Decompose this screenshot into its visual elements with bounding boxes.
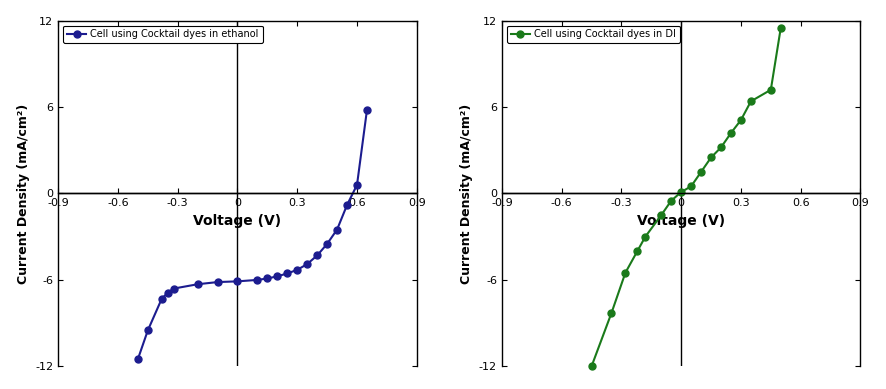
Cell using Cocktail dyes in DI bbox=[766, 88, 776, 92]
Cell using Cocktail dyes in DI bbox=[686, 184, 696, 189]
Cell using Cocktail dyes in ethanol bbox=[192, 282, 203, 287]
Legend: Cell using Cocktail dyes in DI: Cell using Cocktail dyes in DI bbox=[507, 26, 680, 43]
Cell using Cocktail dyes in DI bbox=[726, 131, 736, 135]
Y-axis label: Current Density (mA/cm²): Current Density (mA/cm²) bbox=[461, 103, 473, 284]
Cell using Cocktail dyes in DI bbox=[716, 145, 727, 150]
X-axis label: Voltage (V): Voltage (V) bbox=[637, 214, 726, 228]
Cell using Cocktail dyes in ethanol bbox=[331, 227, 342, 232]
Cell using Cocktail dyes in DI bbox=[775, 26, 786, 30]
Cell using Cocktail dyes in DI bbox=[706, 155, 717, 160]
Cell using Cocktail dyes in ethanol bbox=[322, 242, 332, 246]
Y-axis label: Current Density (mA/cm²): Current Density (mA/cm²) bbox=[17, 103, 29, 284]
Cell using Cocktail dyes in ethanol bbox=[168, 286, 179, 291]
Cell using Cocktail dyes in DI bbox=[632, 249, 642, 254]
Cell using Cocktail dyes in ethanol bbox=[302, 262, 313, 266]
Cell using Cocktail dyes in DI bbox=[746, 99, 757, 103]
Cell using Cocktail dyes in ethanol bbox=[232, 279, 243, 284]
Cell using Cocktail dyes in ethanol bbox=[272, 274, 283, 279]
Cell using Cocktail dyes in ethanol bbox=[312, 253, 323, 258]
Cell using Cocktail dyes in DI bbox=[620, 270, 631, 275]
Cell using Cocktail dyes in ethanol bbox=[162, 291, 173, 295]
Cell using Cocktail dyes in ethanol bbox=[143, 328, 153, 333]
Cell using Cocktail dyes in ethanol bbox=[133, 357, 144, 361]
Cell using Cocktail dyes in DI bbox=[676, 190, 687, 194]
Line: Cell using Cocktail dyes in ethanol: Cell using Cocktail dyes in ethanol bbox=[135, 107, 370, 363]
Cell using Cocktail dyes in DI bbox=[735, 118, 746, 123]
Cell using Cocktail dyes in ethanol bbox=[157, 296, 167, 301]
Legend: Cell using Cocktail dyes in ethanol: Cell using Cocktail dyes in ethanol bbox=[63, 26, 262, 43]
Cell using Cocktail dyes in DI bbox=[587, 364, 597, 369]
Cell using Cocktail dyes in ethanol bbox=[253, 278, 263, 282]
Cell using Cocktail dyes in ethanol bbox=[291, 268, 302, 272]
Cell using Cocktail dyes in DI bbox=[606, 311, 617, 315]
Cell using Cocktail dyes in ethanol bbox=[361, 108, 372, 112]
Cell using Cocktail dyes in DI bbox=[656, 213, 666, 217]
Cell using Cocktail dyes in ethanol bbox=[213, 280, 223, 284]
Cell using Cocktail dyes in ethanol bbox=[352, 182, 362, 187]
Cell using Cocktail dyes in ethanol bbox=[282, 271, 292, 276]
Line: Cell using Cocktail dyes in DI: Cell using Cocktail dyes in DI bbox=[588, 25, 784, 370]
X-axis label: Voltage (V): Voltage (V) bbox=[193, 214, 282, 228]
Cell using Cocktail dyes in DI bbox=[696, 170, 706, 174]
Cell using Cocktail dyes in DI bbox=[666, 198, 677, 203]
Cell using Cocktail dyes in ethanol bbox=[262, 276, 273, 281]
Cell using Cocktail dyes in ethanol bbox=[342, 203, 353, 207]
Cell using Cocktail dyes in DI bbox=[640, 235, 650, 239]
